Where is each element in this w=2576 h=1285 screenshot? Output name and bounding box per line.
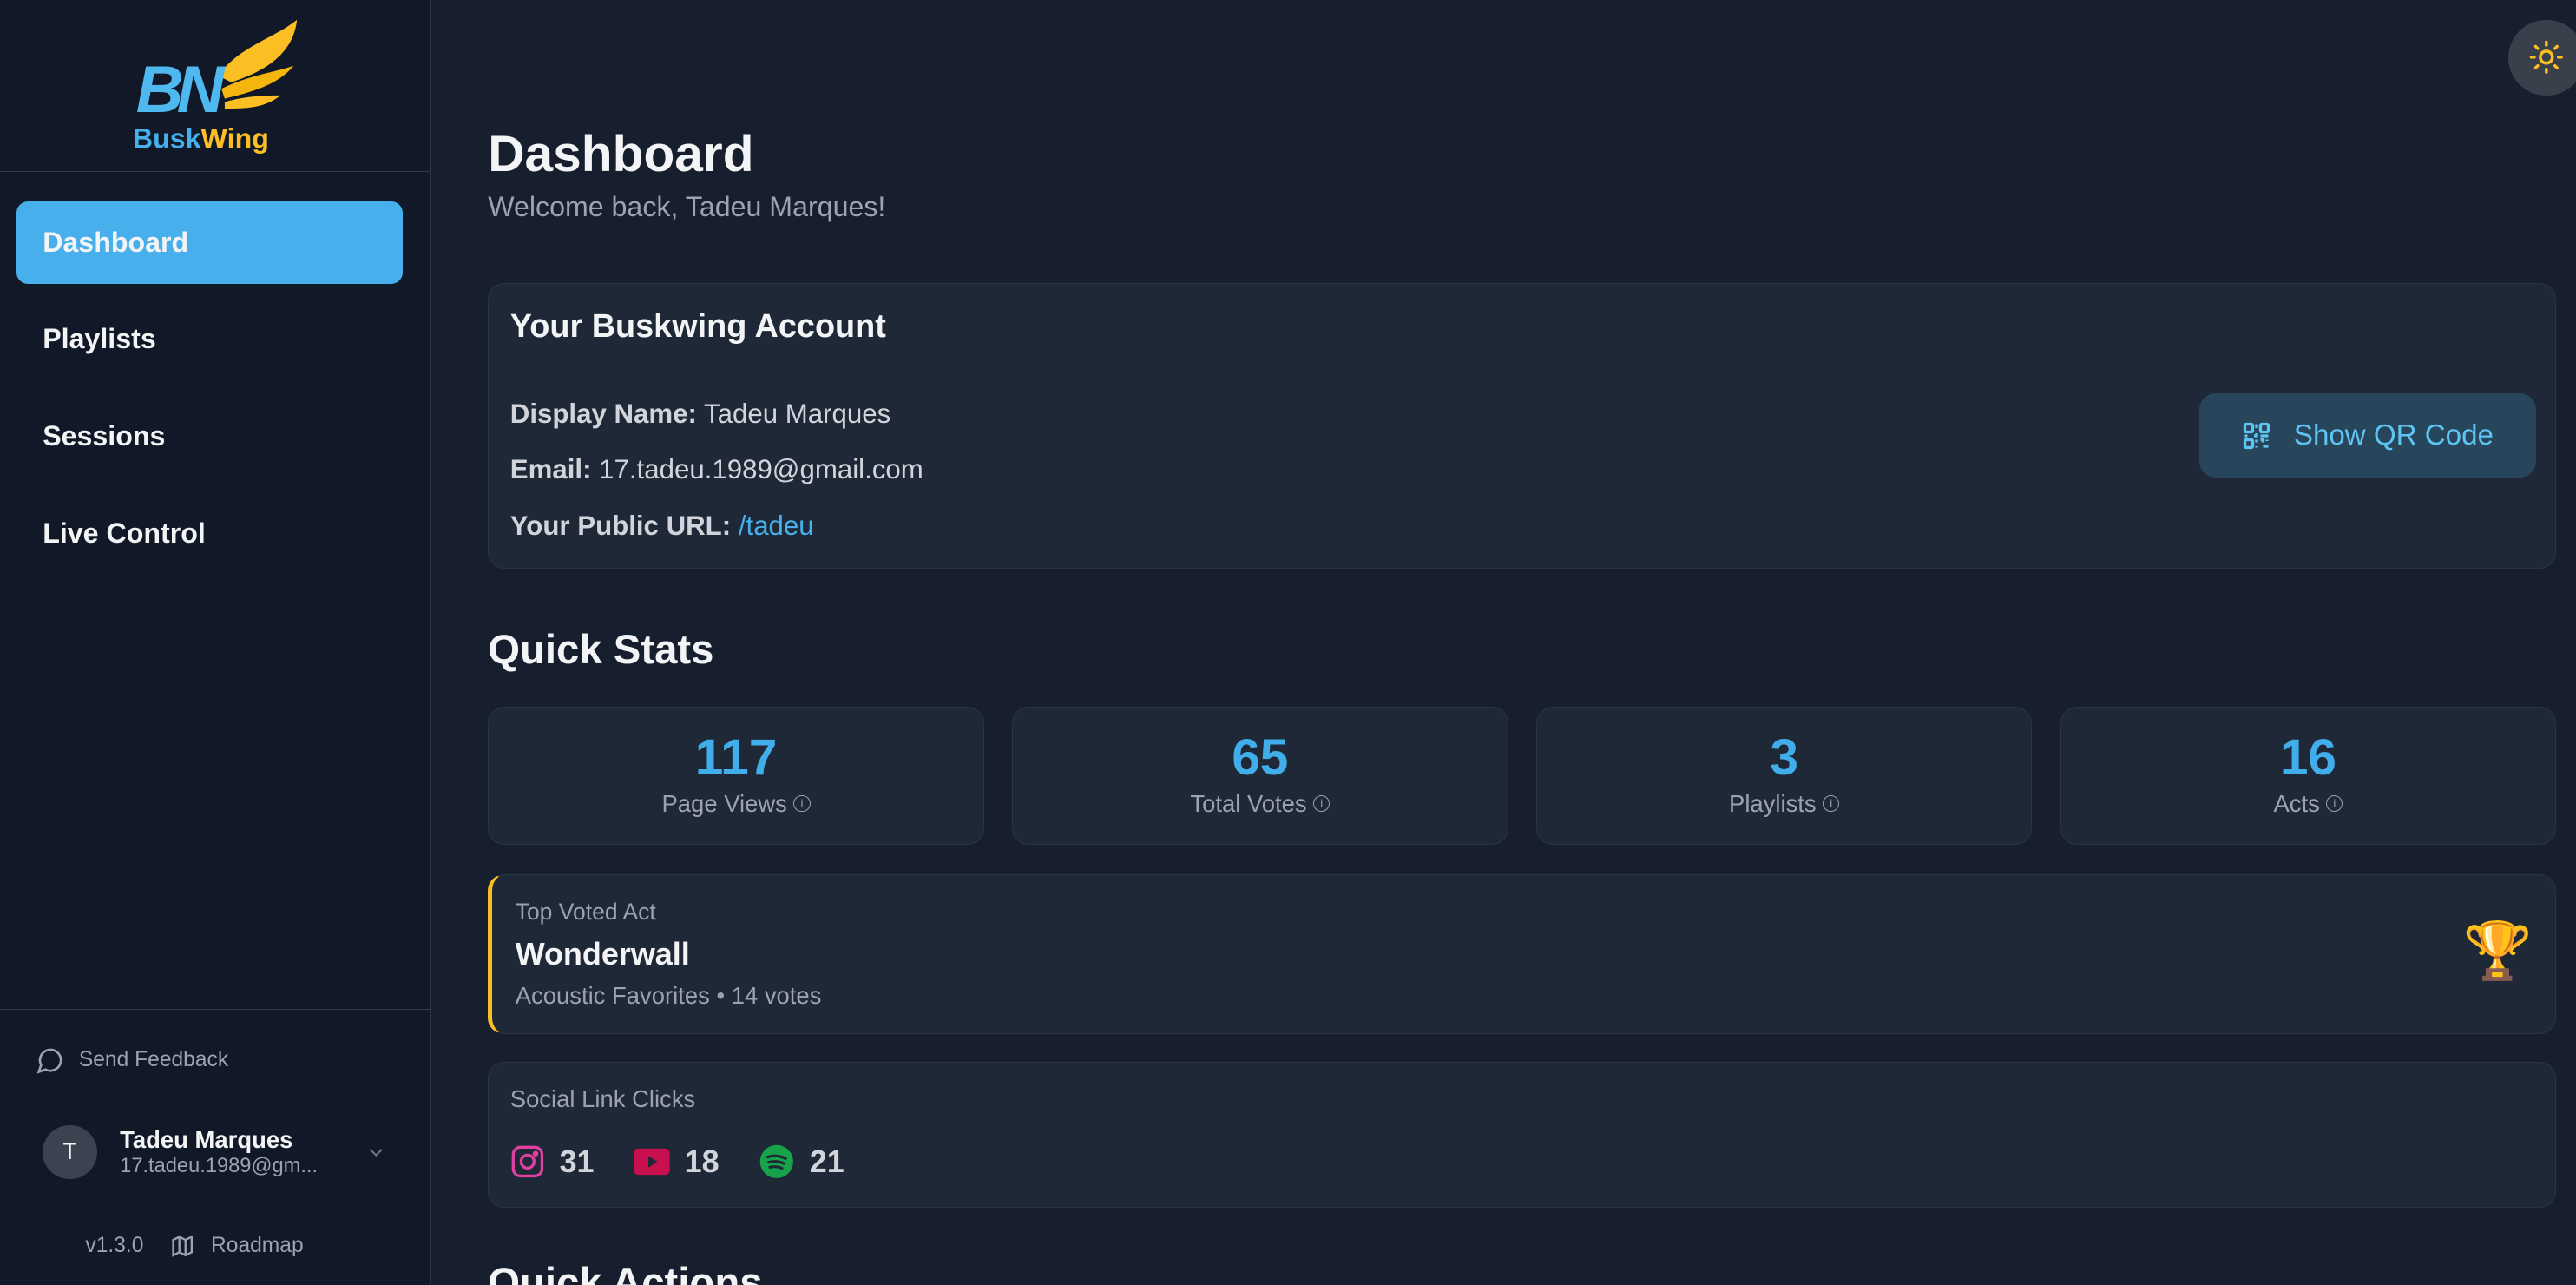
sidebar-footer: Send Feedback T Tadeu Marques 17.tadeu.1… [0,1009,430,1257]
quick-stats-heading: Quick Stats [488,627,714,674]
spotify-count: 21 [809,1143,844,1179]
email-value: 17.tadeu.1989@gmail.com [599,454,923,485]
public-url-link[interactable]: /tadeu [738,510,814,541]
quick-actions-heading: Quick Actions [488,1259,763,1285]
spotify-icon [759,1144,793,1178]
user-name: Tadeu Marques [120,1125,293,1153]
display-name-label: Display Name: [509,399,697,430]
message-circle-icon [36,1048,62,1074]
roadmap-link[interactable]: Roadmap [170,1234,304,1258]
stat-label: Page Views [661,789,787,817]
account-card: Your Buskwing Account Display Name: Tade… [488,282,2557,569]
send-feedback-button[interactable]: Send Feedback [36,1046,228,1074]
stat-value: 16 [2279,729,2337,787]
stat-acts: 16 Acts i [2060,706,2557,845]
top-voted-kicker: Top Voted Act [515,898,656,925]
spotify-clicks: 21 [759,1143,844,1180]
youtube-icon [633,1148,670,1175]
public-url-label: Your Public URL: [509,510,732,541]
social-clicks-title: Social Link Clicks [509,1085,696,1113]
roadmap-label: Roadmap [211,1233,304,1257]
email-row: Email: 17.tadeu.1989@gmail.com [510,454,923,485]
stat-playlists: 3 Playlists i [1535,706,2033,845]
sidebar-item-playlists[interactable]: Playlists [43,323,156,355]
account-card-title: Your Buskwing Account [509,307,886,345]
app-version: v1.3.0 [85,1233,144,1257]
sidebar-item-sessions[interactable]: Sessions [43,420,166,452]
public-url-row: Your Public URL: /tadeu [510,511,814,542]
theme-toggle-button[interactable] [2508,19,2576,96]
info-icon[interactable]: i [1823,795,1840,813]
svg-text:BN: BN [136,53,226,127]
user-email: 17.tadeu.1989@gm... [120,1155,319,1178]
sidebar-item-dashboard[interactable]: Dashboard [16,201,403,284]
info-icon[interactable]: i [1313,795,1331,813]
trophy-icon: 🏆 [2462,919,2533,983]
top-voted-title: Wonderwall [515,936,690,972]
instagram-count: 31 [559,1143,595,1179]
logo[interactable]: BN BuskWing [0,0,430,172]
buskwing-logo: BN BuskWing [133,19,298,154]
social-link-clicks-card: Social Link Clicks 31 18 21 [488,1061,2557,1209]
show-qr-code-button[interactable]: Show QR Code [2198,393,2536,478]
chevron-down-icon[interactable] [365,1141,388,1164]
stat-value: 3 [1770,729,1798,787]
youtube-clicks: 18 [633,1143,720,1180]
avatar: T [43,1124,97,1180]
top-voted-act-card: Top Voted Act Wonderwall Acoustic Favori… [488,874,2557,1034]
stat-page-views: 117 Page Views i [488,706,984,845]
stat-value: 117 [694,729,778,787]
email-label: Email: [509,454,592,485]
display-name-value: Tadeu Marques [704,399,891,430]
qr-code-icon [2244,422,2270,449]
info-icon[interactable]: i [793,795,811,813]
info-icon[interactable]: i [2326,795,2343,813]
page-title: Dashboard [488,125,754,182]
stat-label: Acts [2273,789,2320,817]
sun-icon [2529,41,2564,75]
sidebar-nav: Dashboard Playlists Sessions Live Contro… [0,172,430,575]
show-qr-code-label: Show QR Code [2293,418,2494,451]
welcome-message: Welcome back, Tadeu Marques! [488,190,886,222]
send-feedback-label: Send Feedback [78,1047,229,1071]
quick-stats: 117 Page Views i 65 Total Votes i 3 Playlists… [488,706,2557,845]
stat-label: Total Votes [1190,789,1307,817]
youtube-count: 18 [684,1143,720,1179]
user-menu[interactable]: T Tadeu Marques 17.tadeu.1989@gm... [43,1124,388,1180]
stat-label: Playlists [1729,789,1817,817]
top-voted-meta: Acoustic Favorites • 14 votes [515,982,822,1010]
instagram-icon [511,1145,543,1177]
map-icon [172,1235,193,1257]
stat-value: 65 [1232,729,1289,787]
display-name-row: Display Name: Tadeu Marques [510,399,890,430]
instagram-clicks: 31 [510,1143,595,1180]
sidebar-item-live-control[interactable]: Live Control [43,517,206,549]
svg-text:BuskWing: BuskWing [133,122,269,154]
stat-total-votes: 65 Total Votes i [1012,706,1508,845]
sidebar: BN BuskWing Dashboard Playlists Sessions… [0,0,431,1285]
